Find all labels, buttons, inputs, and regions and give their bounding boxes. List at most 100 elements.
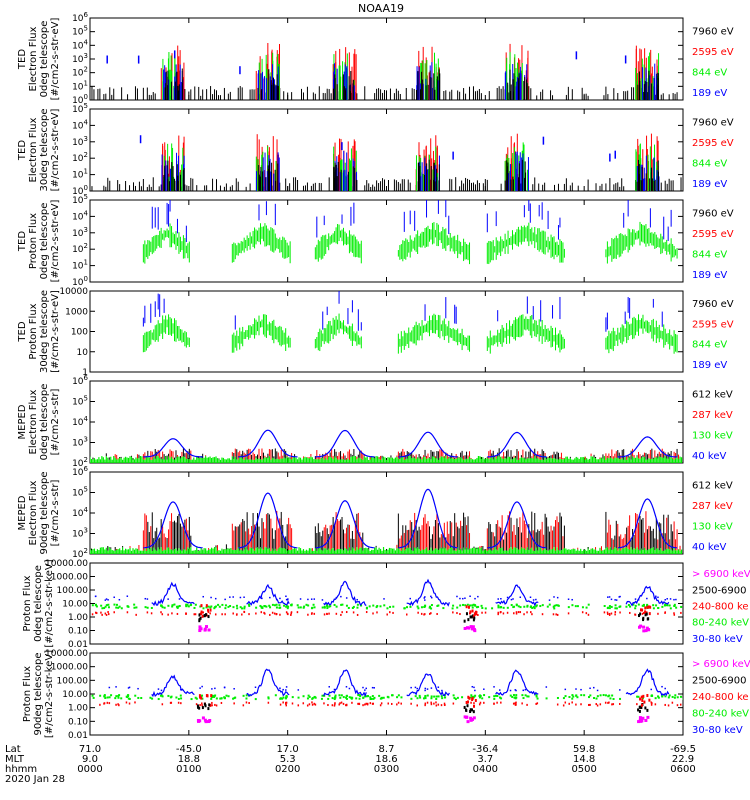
flux-dot	[562, 704, 565, 707]
flux-dot	[483, 694, 486, 697]
flux-dot	[208, 703, 211, 707]
flux-dot	[470, 627, 474, 631]
flux-dot	[224, 598, 226, 601]
flux-dot	[481, 606, 484, 609]
flux-dot	[466, 720, 470, 724]
flux-dot	[299, 598, 302, 600]
legend-entry: 7960 eV	[692, 208, 734, 219]
y-axis-label-line: 90deg telescope	[39, 471, 50, 554]
flux-dot	[493, 695, 496, 698]
flux-dot	[403, 607, 406, 610]
flux-dot	[339, 696, 342, 699]
flux-dot	[654, 703, 657, 706]
flux-dot	[187, 605, 190, 608]
flux-dot	[410, 686, 412, 689]
flux-dot	[180, 702, 182, 705]
flux-dot	[134, 694, 137, 697]
y-axis-label-line: Proton Flux	[28, 213, 39, 269]
flux-dot	[429, 612, 431, 615]
flux-dot	[521, 694, 524, 697]
flux-dot	[567, 606, 570, 609]
flux-dot	[650, 688, 653, 691]
flux-dot	[227, 605, 230, 608]
flux-dot	[459, 597, 461, 600]
flux-dot	[234, 696, 237, 699]
flux-dot	[133, 603, 136, 606]
flux-dot	[360, 604, 363, 607]
flux-dot	[641, 608, 644, 612]
legend-entry: 130 keV	[692, 521, 733, 532]
flux-dot	[196, 719, 200, 723]
flux-dot	[213, 695, 216, 698]
flux-dot	[640, 705, 643, 709]
flux-curve	[151, 674, 195, 698]
flux-dot	[340, 613, 342, 616]
flux-dot	[676, 696, 679, 699]
flux-dot	[666, 598, 668, 600]
legend-entry: 287 keV	[692, 501, 733, 512]
flux-dot	[511, 695, 514, 698]
flux-dot	[144, 597, 147, 600]
legend-entry: 7960 eV	[692, 117, 734, 128]
flux-dot	[205, 625, 209, 629]
y-tick-label: 103	[72, 527, 88, 540]
flux-dot	[239, 606, 242, 609]
flux-dot	[94, 595, 97, 598]
flux-dot	[357, 694, 360, 697]
flux-curve	[151, 581, 195, 607]
flux-dot	[607, 596, 609, 598]
flux-dot	[410, 702, 412, 705]
flux-dot	[497, 598, 499, 600]
y-tick-label: 101	[72, 79, 88, 92]
y-axis-label-line: 90deg telescope	[33, 652, 44, 735]
flux-dot	[589, 703, 591, 706]
flux-dot	[441, 697, 444, 700]
flux-dot	[474, 610, 477, 614]
flux-dot	[571, 598, 573, 601]
flux-dot	[128, 702, 131, 705]
flux-dot	[207, 605, 210, 608]
flux-dot	[644, 718, 648, 722]
flux-dot	[365, 611, 368, 614]
flux-dot	[161, 606, 164, 609]
flux-dot	[193, 613, 195, 616]
flux-dot	[514, 702, 517, 705]
flux-dot	[468, 696, 471, 700]
flux-dot	[371, 702, 374, 705]
flux-dot	[389, 605, 392, 608]
y-tick-label: 10000	[59, 287, 88, 297]
flux-dot	[229, 596, 231, 598]
flux-dot	[299, 606, 302, 609]
flux-dot	[572, 695, 575, 698]
flux-dot	[193, 606, 196, 609]
flux-dot	[204, 704, 207, 708]
flux-dot	[175, 696, 178, 699]
flux-dot	[243, 596, 245, 598]
flux-dot	[247, 603, 250, 606]
flux-dot	[396, 703, 398, 706]
flux-dot	[342, 702, 345, 705]
flux-dot	[357, 702, 359, 705]
y-axis-label-line: Proton Flux	[22, 575, 33, 631]
flux-dot	[201, 614, 204, 618]
flux-dot	[437, 686, 440, 688]
flux-dot	[454, 698, 457, 701]
flux-dot	[103, 702, 106, 705]
flux-dot	[290, 613, 292, 616]
flux-dot	[497, 613, 499, 616]
flux-dot	[104, 599, 107, 601]
flux-dot	[386, 695, 389, 698]
flux-dot	[235, 613, 238, 616]
flux-dot	[358, 694, 361, 697]
flux-dot	[115, 603, 118, 606]
flux-dot	[114, 697, 117, 700]
y-tick-label: 103	[72, 226, 88, 239]
flux-dot	[198, 629, 202, 633]
flux-dot	[532, 606, 535, 609]
flux-dot	[133, 606, 136, 609]
flux-dot	[314, 696, 317, 699]
flux-curve	[495, 669, 539, 696]
flux-dot	[661, 605, 664, 608]
flux-dot	[588, 696, 591, 699]
flux-dot	[177, 697, 180, 700]
